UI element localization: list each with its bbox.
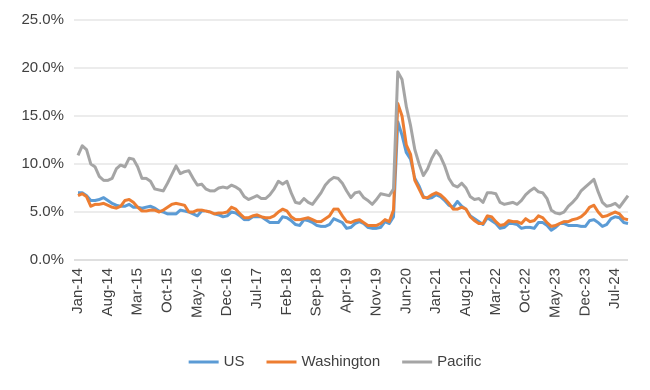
x-tick-label: Mar-15: [129, 268, 146, 316]
x-tick-label: May-23: [546, 268, 563, 318]
data-line: [78, 120, 629, 232]
x-tick-label: Jul-17: [248, 268, 265, 309]
x-tick-label: May-16: [188, 268, 205, 318]
y-tick-label: 5.0%: [30, 203, 64, 220]
legend-label: Pacific: [437, 353, 482, 370]
x-tick-label: Jan-21: [427, 268, 444, 314]
x-tick-label: Sep-18: [308, 268, 325, 316]
x-tick-label: Oct-15: [159, 268, 176, 313]
y-tick-label: 10.0%: [21, 155, 64, 172]
data-line: [76, 70, 630, 216]
x-tick-label: Apr-19: [338, 268, 355, 313]
x-tick-label: Mar-22: [487, 268, 504, 316]
y-tick-label: 25.0%: [21, 11, 64, 28]
x-tick-label: Oct-22: [517, 268, 534, 313]
data-line: [77, 102, 629, 228]
x-tick-label: Dec-16: [218, 268, 235, 316]
x-tick-label: Nov-19: [367, 268, 384, 316]
legend-label: US: [224, 353, 245, 370]
y-tick-label: 15.0%: [21, 107, 64, 124]
x-tick-label: Dec-23: [576, 268, 593, 316]
x-tick-label: Jul-24: [606, 268, 623, 309]
x-tick-label: Jun-20: [397, 268, 414, 314]
legend: US Washington Pacific: [188, 353, 482, 370]
y-tick-label: 0.0%: [30, 251, 64, 268]
x-tick-label: Aug-14: [99, 268, 116, 316]
legend-label: Washington: [302, 353, 381, 370]
y-tick-label: 20.0%: [21, 59, 64, 76]
x-tick-label: Aug-21: [457, 268, 474, 316]
x-tick-label: Feb-18: [278, 268, 295, 316]
x-tick-label: Jan-14: [69, 268, 86, 314]
